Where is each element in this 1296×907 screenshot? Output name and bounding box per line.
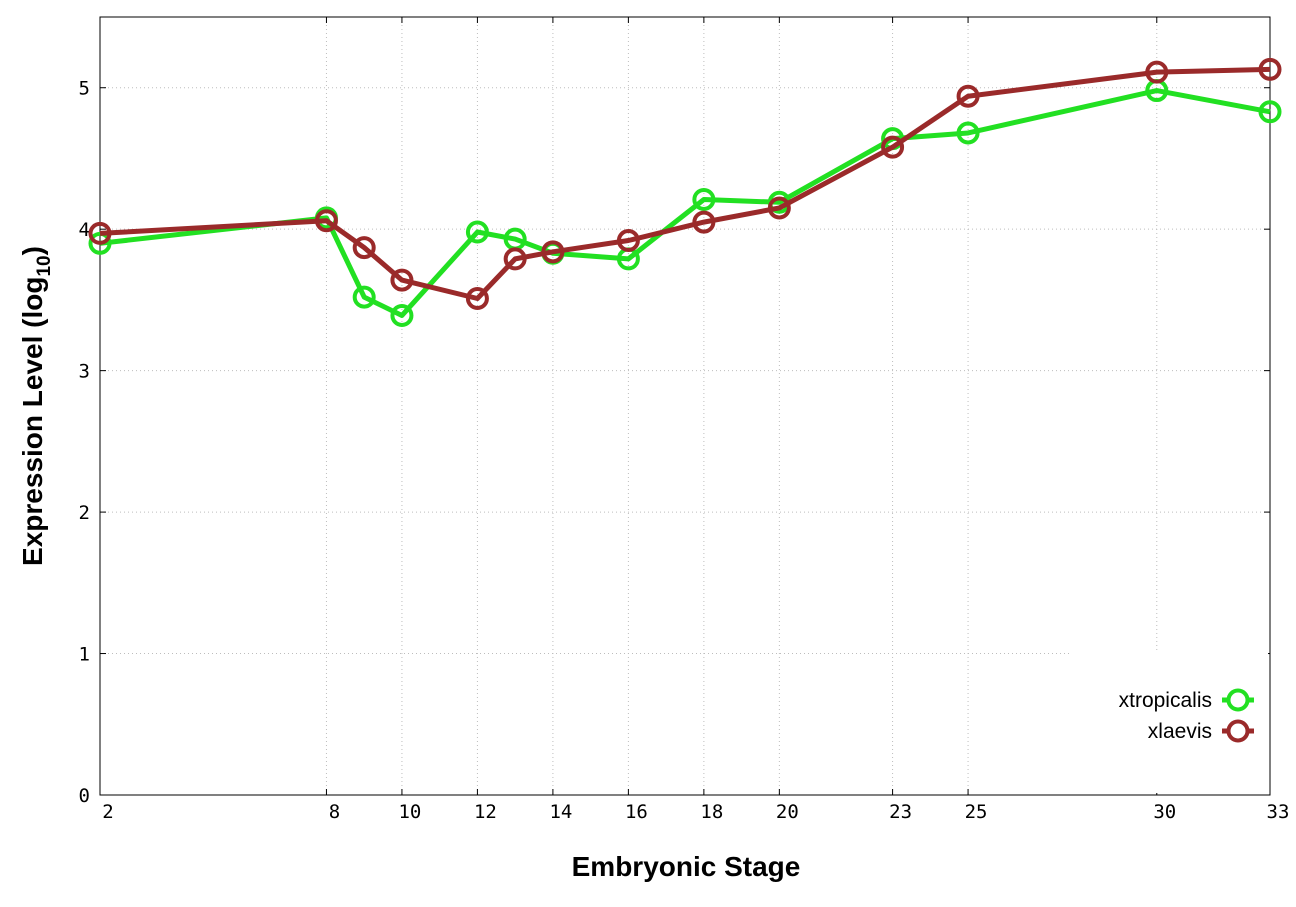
- series-line-xtropicalis: [99, 88, 1271, 318]
- data-point-xlaevis: [1145, 60, 1169, 84]
- x-tick-label: 20: [776, 801, 799, 823]
- y-tick-label: 0: [79, 785, 90, 807]
- data-point-xlaevis: [390, 268, 414, 292]
- series-layer: [88, 57, 1282, 327]
- x-tick-label: 23: [889, 801, 912, 823]
- y-tick-label: 3: [79, 361, 90, 383]
- x-axis-title: Embryonic Stage: [572, 851, 801, 882]
- legend: xtropicalis xlaevis: [1072, 652, 1268, 793]
- y-tick-label: 4: [79, 219, 90, 241]
- data-point-xtropicalis: [1258, 100, 1282, 124]
- y-axis-title-end: ): [17, 246, 48, 255]
- data-point-xtropicalis: [88, 231, 112, 255]
- series-xtropicalis: [88, 79, 1282, 327]
- x-tick-label: 12: [474, 801, 497, 823]
- data-point-xtropicalis: [692, 187, 716, 211]
- x-tick-label: 8: [329, 801, 340, 823]
- data-point-xlaevis: [503, 247, 527, 271]
- y-axis-title: Expression Level (log10): [17, 246, 55, 566]
- x-tick-label: 10: [398, 801, 421, 823]
- data-point-xlaevis: [881, 135, 905, 159]
- data-point-xlaevis: [465, 286, 489, 310]
- data-point-xlaevis: [314, 209, 338, 233]
- data-point-xtropicalis: [956, 121, 980, 145]
- data-point-xlaevis: [956, 84, 980, 108]
- data-point-xtropicalis: [465, 220, 489, 244]
- data-point-xlaevis: [541, 240, 565, 264]
- data-point-xlaevis: [1258, 57, 1282, 81]
- y-axis-title-subscript: 10: [34, 255, 55, 276]
- plot-frame: [99, 16, 1271, 796]
- data-point-xtropicalis: [352, 285, 376, 309]
- x-tick-label: 25: [965, 801, 988, 823]
- y-tick-label: 5: [79, 78, 90, 100]
- x-tick-label: 18: [700, 801, 723, 823]
- data-point-xlaevis: [88, 221, 112, 245]
- data-point-xlaevis: [692, 210, 716, 234]
- x-tick-label: 14: [549, 801, 572, 823]
- y-tick-label: 2: [79, 502, 90, 524]
- legend-label-xlaevis: xlaevis: [1148, 720, 1212, 743]
- data-point-xlaevis: [352, 236, 376, 260]
- data-point-xlaevis: [616, 228, 640, 252]
- x-tick-label: 30: [1153, 801, 1176, 823]
- legend-marker-xtropicalis: [1226, 688, 1250, 712]
- y-axis-title-main: Expression Level (log: [17, 277, 48, 566]
- x-tick-label: 33: [1267, 801, 1290, 823]
- data-point-xlaevis: [767, 196, 791, 220]
- x-tick-label: 2: [102, 801, 113, 823]
- x-tick-label: 16: [625, 801, 648, 823]
- y-tick-label: 1: [79, 644, 90, 666]
- series-xlaevis: [88, 57, 1282, 310]
- legend-marker-xlaevis: [1226, 719, 1250, 743]
- data-point-xtropicalis: [390, 303, 414, 327]
- legend-label-xtropicalis: xtropicalis: [1119, 689, 1212, 712]
